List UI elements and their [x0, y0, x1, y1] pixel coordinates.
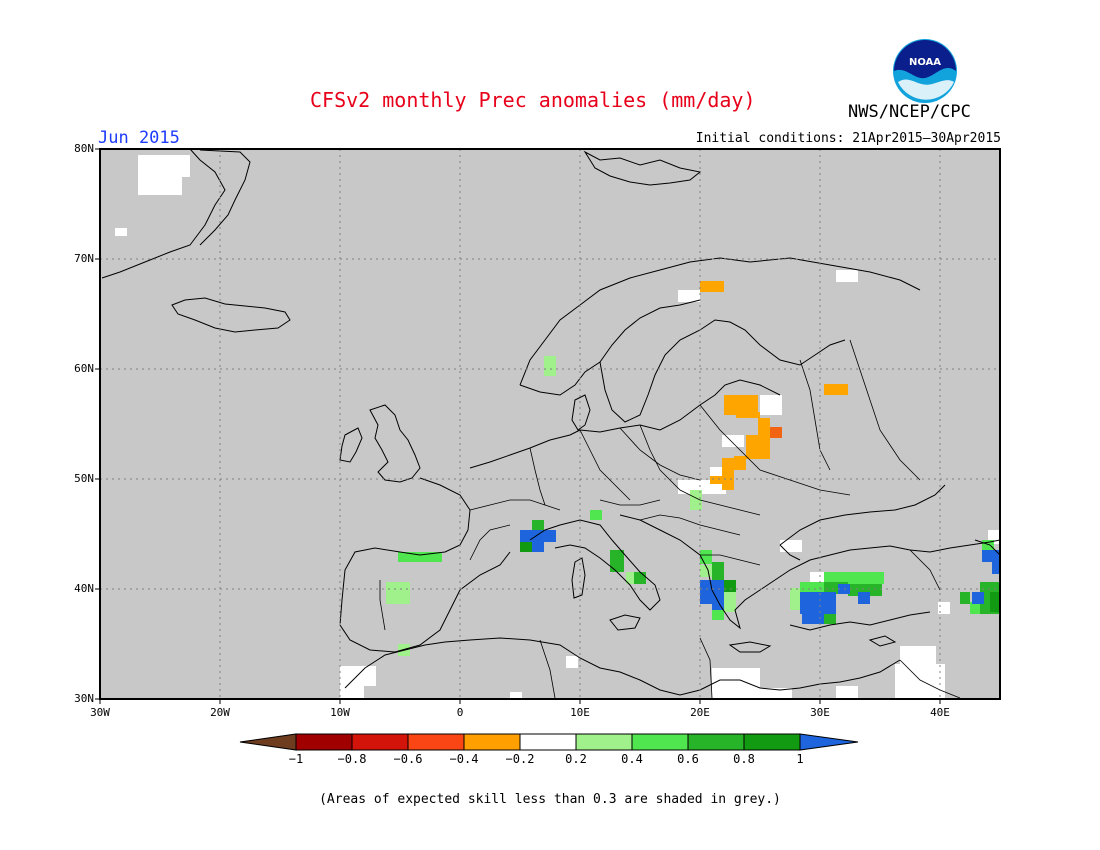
colorbar-bin-3: [407, 733, 465, 751]
lat-label: 50N: [74, 472, 94, 485]
colorbar-label: 0.6: [677, 752, 699, 766]
lon-label: 10E: [570, 706, 590, 719]
colorbar-bin-7: [631, 733, 689, 751]
colorbar-bin-9: [743, 733, 801, 751]
lon-label: 10W: [330, 706, 350, 719]
colorbar-label: 0.8: [733, 752, 755, 766]
initial-conditions: Initial conditions: 21Apr2015–30Apr2015: [695, 131, 1001, 146]
map-frame: [99, 148, 1001, 700]
agency-label: NWS/NCEP/CPC: [848, 102, 971, 122]
colorbar: [239, 733, 859, 751]
colorbar-label: −0.4: [449, 752, 479, 766]
colorbar-label: 0.2: [565, 752, 587, 766]
colorbar-bin-4: [463, 733, 521, 751]
coastlines: [101, 148, 1001, 696]
colorbar-label: −0.2: [505, 752, 535, 766]
colorbar-label: −0.6: [393, 752, 423, 766]
colorbar-label: 1: [796, 752, 804, 766]
graticule: [100, 149, 1000, 699]
map-background: [100, 149, 1000, 699]
anomaly-cells: [115, 155, 1000, 698]
lon-label: 0: [456, 706, 464, 719]
noaa-logo-text: NOAA: [909, 57, 941, 68]
lat-label: 40N: [74, 582, 94, 595]
colorbar-over-arrow: [799, 733, 859, 751]
colorbar-label: −0.8: [337, 752, 367, 766]
lat-label: 80N: [74, 142, 94, 155]
forecast-period: Jun 2015: [98, 128, 180, 148]
country-borders: [379, 339, 961, 699]
lon-label: 30W: [90, 706, 110, 719]
colorbar-bin-2: [351, 733, 409, 751]
colorbar-bin-8: [687, 733, 745, 751]
noaa-logo: NOAA: [893, 39, 957, 103]
colorbar-label: 0.4: [621, 752, 643, 766]
footnote: (Areas of expected skill less than 0.3 a…: [319, 792, 781, 807]
colorbar-under-arrow: [239, 733, 297, 751]
chart-title: CFSv2 monthly Prec anomalies (mm/day): [310, 88, 756, 112]
lon-label: 20W: [210, 706, 230, 719]
lon-label: 30E: [810, 706, 830, 719]
colorbar-bin-6: [575, 733, 633, 751]
colorbar-bin-1: [295, 733, 353, 751]
lat-label: 60N: [74, 362, 94, 375]
colorbar-bin-5: [519, 733, 577, 751]
lat-label: 30N: [74, 692, 94, 705]
lon-label: 20E: [690, 706, 710, 719]
colorbar-label: −1: [288, 752, 304, 766]
lon-label: 40E: [930, 706, 950, 719]
lat-label: 70N: [74, 252, 94, 265]
